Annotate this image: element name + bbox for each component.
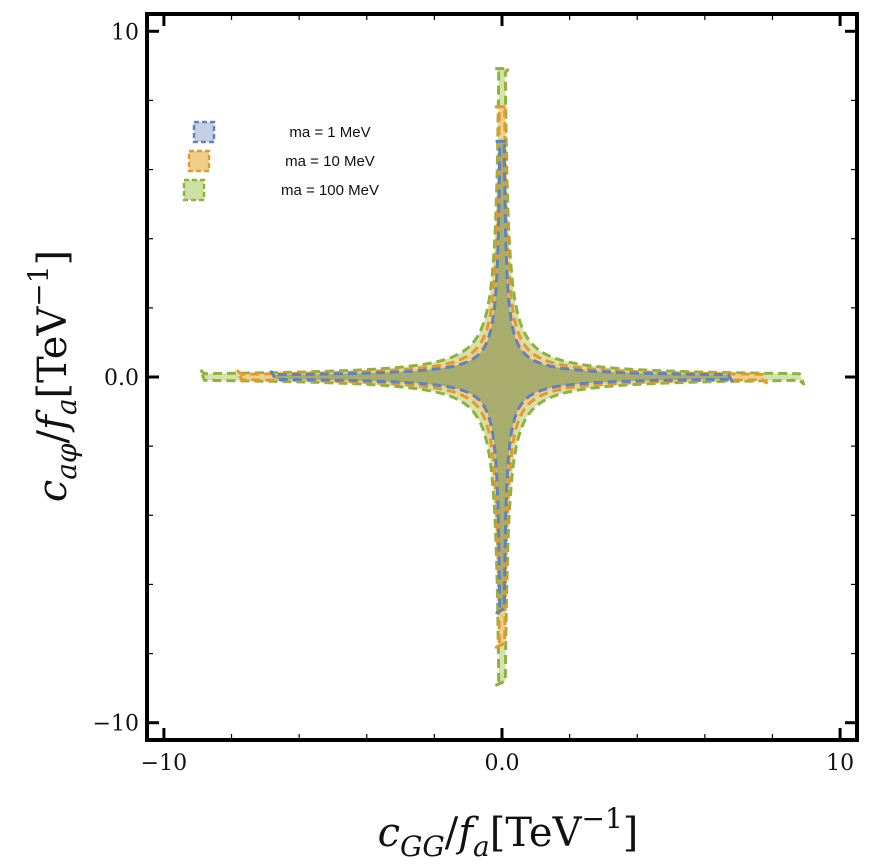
y-axis-title-c: c [30,480,76,502]
region-ma-1-mev [269,139,735,615]
y-tick-label: 10 [111,20,139,45]
y-axis-title: caφ/fa[TeV−1] [22,250,83,502]
x-tick-label: 10 [826,751,854,776]
y-axis-title-group: caφ/fa[TeV−1] [22,250,83,502]
x-axis-title-sub: GG [400,830,445,863]
legend: ma = 1 MeV ma = 10 MeV ma = 100 MeV [182,120,379,202]
x-axis-title-fsub: a [473,830,490,863]
legend-label: ma = 1 MeV [289,124,370,141]
legend-swatch [187,149,211,173]
x-axis-title-exp: −1 [582,802,623,835]
legend-swatch [182,178,206,202]
x-axis-title-slash: / [445,810,459,856]
y-axis-title-exp: −1 [22,265,55,306]
tick-labels-group: −10 0.0 10 10 0.0 −10 [93,20,855,776]
y-axis-title-unit: [TeV [30,306,76,399]
regions-group [198,67,806,687]
plot-frame [145,12,859,742]
y-tick-label: −10 [93,712,139,737]
y-axis-title-sub: aφ [50,443,83,480]
y-axis-title-slash: / [30,429,76,443]
legend-label: ma = 100 MeV [281,182,379,199]
x-axis-title-unit: [TeV [490,810,583,856]
y-axis-title-close: ] [30,250,76,266]
legend-label: ma = 10 MeV [285,153,375,170]
x-axis-title-close: ] [623,810,639,856]
y-tick-label: 0.0 [104,366,139,391]
x-axis-title-c: c [378,810,400,856]
x-axis-title: cGG/fa[TeV−1] [378,802,639,863]
x-tick-label: 0.0 [485,751,520,776]
x-tick-label: −10 [141,751,187,776]
y-axis-title-fsub: a [50,398,83,415]
legend-swatch [192,120,216,144]
